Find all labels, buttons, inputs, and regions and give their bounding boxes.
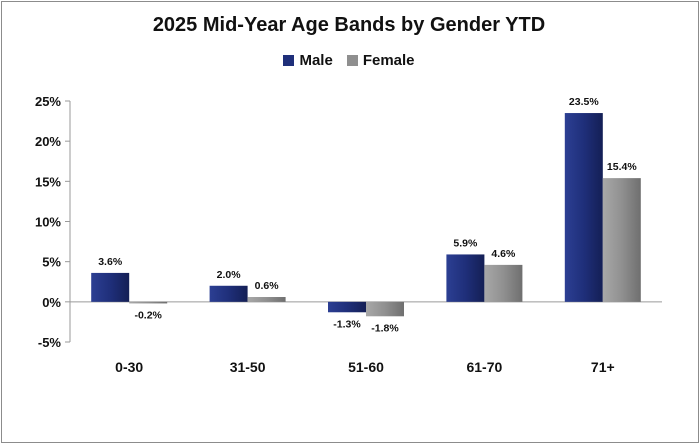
bar-male — [209, 285, 248, 302]
data-label-female: 0.6% — [255, 280, 280, 292]
bar-male — [564, 113, 603, 302]
x-category-label: 51-60 — [348, 359, 384, 375]
data-label-female: 4.6% — [491, 248, 516, 260]
x-category-label: 61-70 — [466, 359, 502, 375]
bar-female — [129, 301, 168, 304]
data-label-female: 15.4% — [607, 161, 637, 173]
data-label-female: -0.2% — [134, 309, 162, 321]
data-label-male: 2.0% — [217, 269, 242, 281]
bar-female — [366, 301, 404, 317]
bar-male — [91, 272, 130, 302]
legend-item-male: Male — [283, 52, 333, 69]
y-tick-label: -5% — [38, 335, 62, 350]
bar-male — [446, 254, 485, 302]
data-label-female: -1.8% — [371, 322, 399, 334]
y-tick-label: 20% — [35, 134, 61, 149]
bar-female — [247, 297, 286, 302]
data-label-male: 23.5% — [569, 96, 599, 108]
legend-swatch-female — [346, 55, 358, 66]
y-tick-label: 10% — [35, 215, 61, 230]
x-category-label: 0-30 — [115, 359, 143, 375]
legend-label-male: Male — [299, 52, 333, 69]
bar-female — [602, 178, 641, 302]
legend-swatch-male — [283, 55, 295, 66]
bar-female — [484, 264, 523, 302]
legend-label-female: Female — [362, 52, 415, 69]
legend-item-female: Female — [346, 52, 415, 69]
bar-male — [328, 301, 366, 313]
x-category-label: 31-50 — [230, 359, 266, 375]
chart-title: 2025 Mid-Year Age Bands by Gender YTD — [152, 14, 546, 36]
data-label-male: 3.6% — [98, 256, 123, 268]
chart-legend: Male Female — [0, 52, 698, 69]
x-category-label: 71+ — [591, 359, 615, 375]
y-tick-label: 15% — [35, 174, 61, 189]
data-label-male: 5.9% — [453, 237, 478, 249]
y-tick-label: 0% — [42, 295, 61, 310]
data-label-male: -1.3% — [333, 318, 361, 330]
y-tick-label: 5% — [42, 255, 61, 270]
y-tick-label: 25% — [35, 94, 61, 109]
